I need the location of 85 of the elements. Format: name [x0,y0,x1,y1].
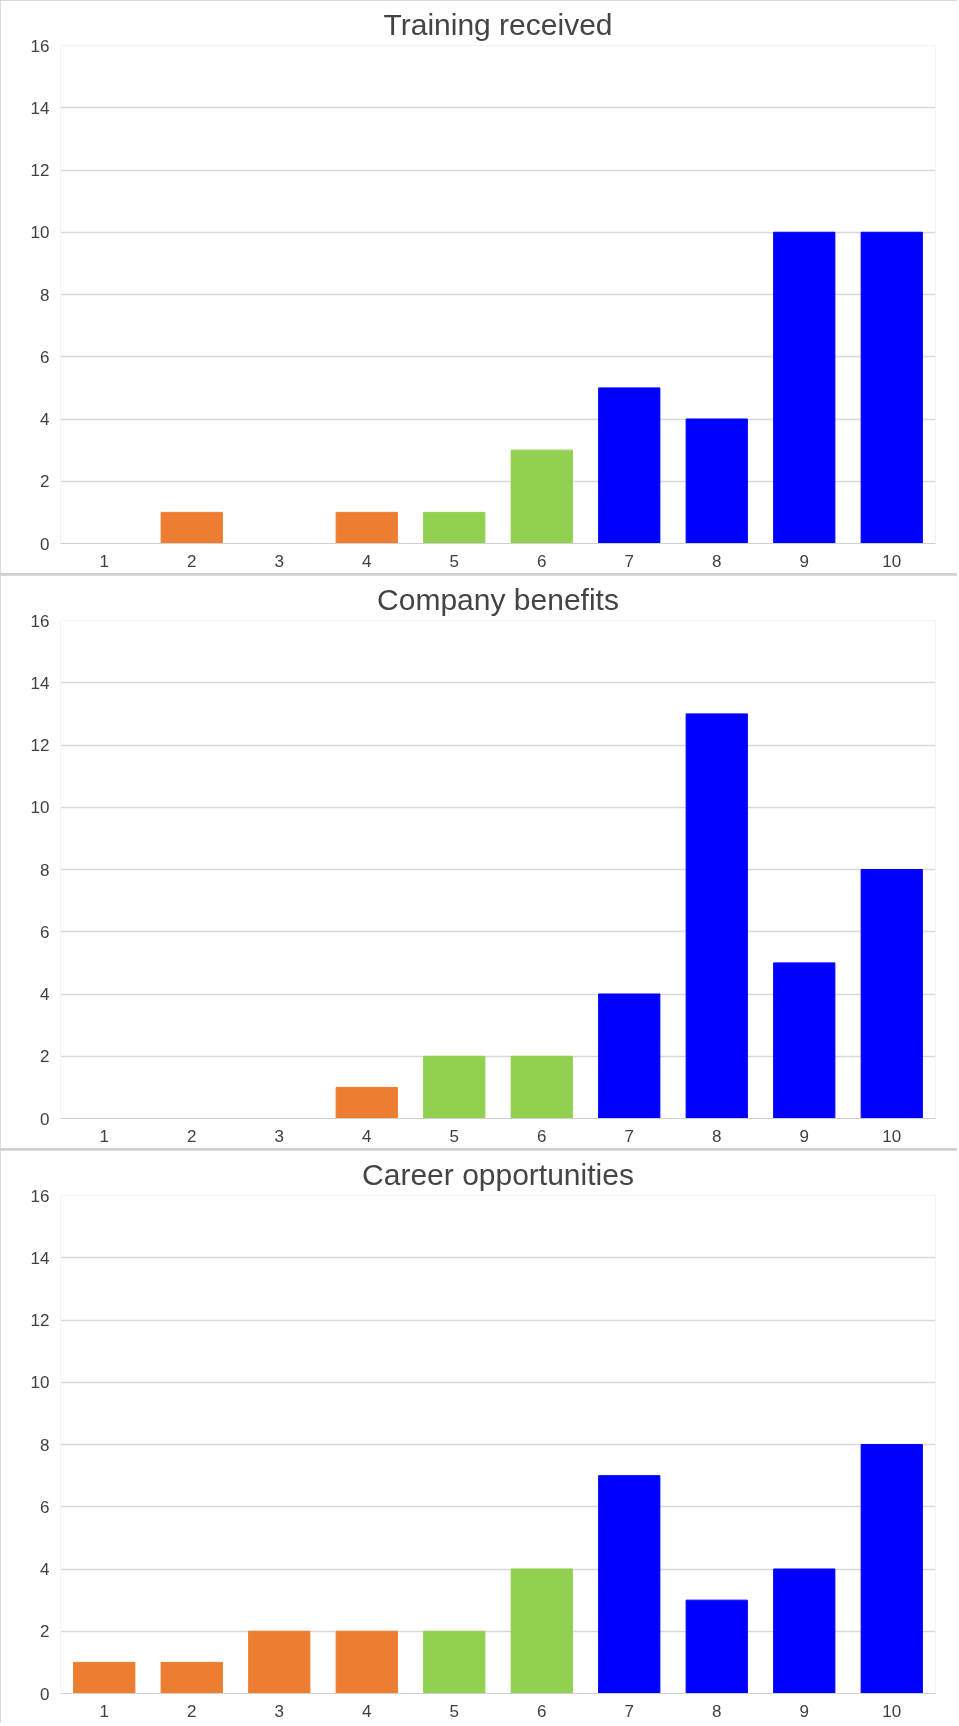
x-tick-label: 7 [624,1126,634,1146]
y-tick-label: 4 [40,410,50,429]
y-tick-label: 2 [40,472,50,492]
bar [860,231,923,544]
y-tick-label: 8 [40,1435,50,1455]
bar [510,1055,573,1119]
bar [598,993,661,1119]
bar [73,1661,136,1694]
bar [248,1630,311,1694]
y-tick-label: 8 [40,285,50,305]
x-tick-label: 1 [99,1126,109,1146]
x-tick-label: 2 [187,1701,197,1721]
y-tick-label: 14 [30,1248,50,1268]
x-tick-label: 1 [99,551,109,571]
bar [423,1055,486,1119]
bar [510,449,573,544]
y-tick-label: 10 [30,1373,50,1393]
y-tick-label: 12 [30,736,50,755]
x-tick-label: 2 [187,551,197,571]
x-tick-label: 9 [799,1126,809,1146]
x-tick-label: 9 [799,551,809,571]
x-tick-label: 8 [712,1126,722,1146]
bar [860,1444,923,1694]
x-tick-label: 3 [274,1126,284,1146]
y-tick-label: 16 [30,611,50,631]
y-tick-label: 8 [40,860,50,880]
x-tick-label: 4 [362,551,372,571]
y-tick-label: 6 [40,347,50,367]
x-tick-label: 5 [449,1126,459,1146]
x-tick-label: 5 [449,551,459,571]
y-tick-label: 0 [40,1684,50,1704]
bar [335,1630,398,1694]
y-tick-label: 6 [40,922,50,942]
x-tick-label: 10 [882,551,902,571]
y-tick-label: 10 [30,223,50,243]
x-tick-label: 10 [882,1126,902,1146]
x-tick-label: 4 [362,1126,372,1146]
x-tick-label: 6 [537,551,547,571]
x-tick-label: 6 [537,1126,547,1146]
bar [860,869,923,1119]
y-tick-label: 14 [30,98,50,118]
bar [598,1475,661,1694]
y-tick-label: 4 [40,985,50,1004]
x-tick-label: 10 [882,1701,902,1721]
bar [423,1630,486,1694]
x-tick-label: 8 [712,1701,722,1721]
x-tick-label: 7 [624,1701,634,1721]
chart-title: Training received [383,7,613,41]
y-tick-label: 10 [30,798,50,818]
bar [598,387,661,544]
bar [773,962,836,1119]
x-tick-label: 2 [187,1126,197,1146]
x-tick-label: 3 [274,551,284,571]
y-tick-label: 6 [40,1497,50,1517]
x-tick-label: 8 [712,551,722,571]
x-tick-label: 3 [274,1701,284,1721]
y-tick-label: 2 [40,1622,50,1642]
y-tick-label: 2 [40,1047,50,1067]
y-tick-label: 12 [30,161,50,180]
y-tick-label: 14 [30,673,50,693]
x-tick-label: 4 [362,1701,372,1721]
bar [423,511,486,544]
bar [335,1086,398,1119]
x-tick-label: 6 [537,1701,547,1721]
chart-title: Career opportunities [362,1157,634,1191]
y-tick-label: 12 [30,1311,50,1330]
bar [773,231,836,544]
bar [160,511,223,544]
y-tick-label: 0 [40,1109,50,1129]
y-tick-label: 16 [30,1186,50,1206]
chart-title: Company benefits [377,582,619,616]
bar [685,418,748,544]
bar [160,1661,223,1694]
y-tick-label: 4 [40,1560,50,1579]
x-tick-label: 7 [624,551,634,571]
bar [773,1568,836,1694]
x-tick-label: 5 [449,1701,459,1721]
bar [335,511,398,544]
bar [685,1599,748,1694]
y-tick-label: 0 [40,534,50,554]
x-tick-label: 9 [799,1701,809,1721]
bar [685,713,748,1119]
bar [510,1568,573,1694]
x-tick-label: 1 [99,1701,109,1721]
y-tick-label: 16 [30,36,50,56]
